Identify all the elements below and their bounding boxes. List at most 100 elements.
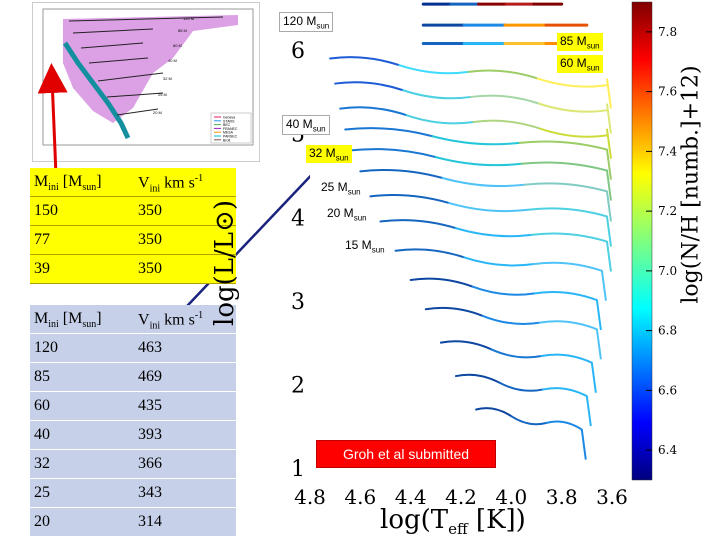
track-segment xyxy=(405,114,475,125)
table-grid-models: Mini [Msun] Vini km s-1 120 463 85 469 60 4… xyxy=(30,305,236,537)
track-segment xyxy=(605,78,612,109)
track-segment xyxy=(532,261,603,272)
inset-legend-label: FRANEC xyxy=(223,127,238,131)
y-tick-labels: 123456 xyxy=(291,39,305,482)
track-segment xyxy=(605,170,612,201)
x-tick-label: 4.6 xyxy=(344,485,376,509)
inset-hr-diagram: Geneva STARS BEC FRANEC MESA PARSEC Brott 120 … xyxy=(32,2,260,162)
track-segment xyxy=(481,314,541,325)
inset-track-label: 60 M xyxy=(173,43,182,48)
x-tick-label: 4.0 xyxy=(495,485,527,509)
y-tick-label: 6 xyxy=(291,39,305,64)
track-segment xyxy=(595,329,602,360)
colorbar-tick-label: 6.6 xyxy=(658,383,677,397)
table-row: 40 393 xyxy=(30,421,236,450)
table-row: 39 350 xyxy=(30,255,236,284)
table-row: 150 350 xyxy=(30,197,236,226)
x-tick-label: 3.8 xyxy=(546,485,578,509)
track-segment xyxy=(518,140,608,151)
track-segment xyxy=(339,106,408,117)
track-segment xyxy=(369,194,451,205)
track-segment xyxy=(520,161,608,172)
track-segment xyxy=(431,135,521,146)
inset-legend-label: Geneva xyxy=(223,116,235,120)
track-segment xyxy=(545,420,583,431)
credit-badge: Groh et al submitted xyxy=(316,440,496,468)
track-segment xyxy=(475,407,513,418)
track-segment xyxy=(590,362,597,393)
track-segment xyxy=(424,306,484,317)
track-segment xyxy=(605,128,612,159)
table-row: 85 469 xyxy=(30,363,236,392)
track-segment xyxy=(530,232,608,243)
plot-area xyxy=(310,0,638,488)
inset-track-label: 85 M xyxy=(178,28,187,33)
colorbar-ticks: 6.4 6.6 6.8 7.0 7.2 7.4 7.6 7.8 xyxy=(646,25,677,457)
tracks xyxy=(329,2,612,460)
track-segment xyxy=(536,77,608,88)
label-85msun: 85 Msun xyxy=(557,33,603,52)
track-segment xyxy=(585,395,592,427)
table-rotating-models: Mini [Msun] Vini km s-1 150 350 77 350 39 3… xyxy=(30,168,236,284)
track-segment xyxy=(605,191,612,222)
colorbar-tick-label: 7.0 xyxy=(658,264,677,278)
track-segment xyxy=(379,219,457,230)
label-40msun: 40 Msun xyxy=(282,115,330,136)
inset-envelope xyxy=(63,15,238,123)
inset-legend-label: PARSEC xyxy=(223,135,238,139)
inset-track-label: 32 M xyxy=(163,76,172,81)
track-segment xyxy=(510,415,548,426)
track-segment xyxy=(580,429,587,460)
track-segment xyxy=(538,320,598,331)
track-segment xyxy=(527,207,608,218)
track-segment xyxy=(349,148,437,159)
inset-track-label: 40 M xyxy=(168,58,177,63)
x-tick-label: 3.6 xyxy=(596,485,628,509)
track-segment xyxy=(434,156,523,167)
track-segment xyxy=(454,227,533,238)
track-segment xyxy=(605,216,612,247)
table-header: Mini [Msun] Vini km s-1 xyxy=(30,168,236,197)
inset-track-label: 120 M xyxy=(183,16,194,21)
track-segment xyxy=(605,241,612,272)
track-segment xyxy=(463,256,535,267)
x-tick-labels: 4.8 4.6 4.4 4.2 4.0 3.8 3.6 xyxy=(294,485,628,509)
track-segment xyxy=(439,340,493,351)
colorbar-tick-label: 7.8 xyxy=(658,25,677,39)
track-segment xyxy=(498,381,545,392)
inset-legend-label: MESA xyxy=(223,131,234,135)
colorbar-tick-label: 6.8 xyxy=(658,324,677,338)
table-row: 32 366 xyxy=(30,450,236,479)
y-tick-label: 4 xyxy=(291,206,305,231)
colorbar-tick-label: 6.4 xyxy=(658,443,677,457)
table-header: Mini [Msun] Vini km s-1 xyxy=(30,305,236,334)
track-segment xyxy=(490,348,543,359)
track-segment xyxy=(454,373,501,384)
label-20msun: 20 Msun xyxy=(327,206,367,223)
label-25msun: 25 Msun xyxy=(321,180,361,197)
hr-diagram-chart: 123456 4.84.64.44.24.03.83.6 6.46.66.87.… xyxy=(291,0,677,509)
label-15msun: 15 Msun xyxy=(345,238,385,255)
inset-main-sequence xyxy=(62,41,131,140)
colorbar-tick-label: 7.6 xyxy=(658,85,677,99)
track-segment xyxy=(539,127,608,138)
track-segment xyxy=(409,277,474,288)
track-segment xyxy=(329,56,401,67)
track-segment xyxy=(398,64,470,75)
track-segment xyxy=(471,285,536,296)
x-tick-label: 4.2 xyxy=(445,485,477,509)
track-segment xyxy=(523,182,608,193)
y-tick-label: 3 xyxy=(291,290,305,315)
track-segment xyxy=(359,168,444,180)
y-tick-label: 1 xyxy=(291,457,305,482)
track-segment xyxy=(334,81,405,92)
inset-track-label: 20 M xyxy=(153,110,162,115)
label-120msun: 120 Msun xyxy=(279,12,334,33)
track-segment xyxy=(344,127,434,138)
colorbar-tick-label: 7.2 xyxy=(658,204,677,218)
track-segment xyxy=(470,94,541,105)
label-32msun: 32 Msun xyxy=(306,145,352,164)
y-axis-title: log(L/L⊙) xyxy=(209,200,240,326)
table-row: 60 435 xyxy=(30,392,236,421)
